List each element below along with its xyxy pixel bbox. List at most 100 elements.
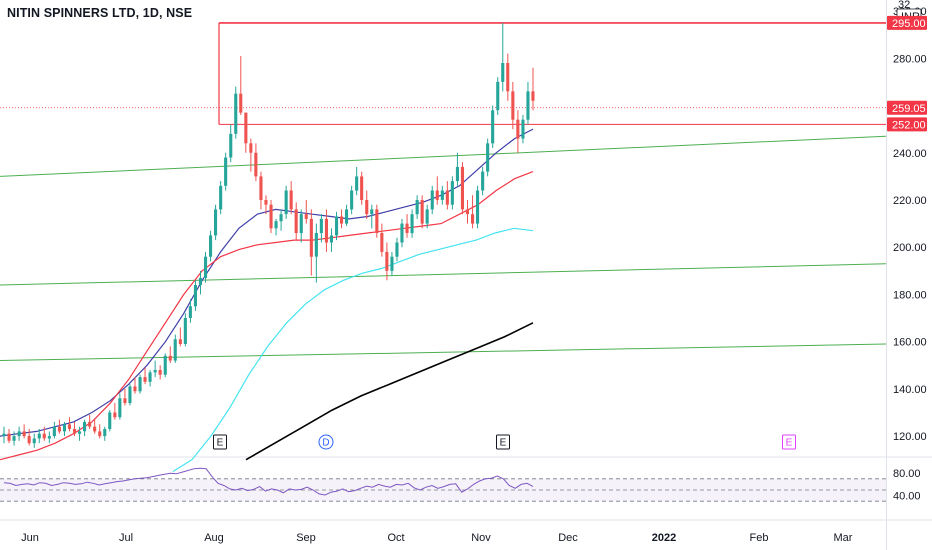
candle xyxy=(67,417,71,432)
candle xyxy=(400,218,404,248)
candle xyxy=(153,360,157,378)
candle-body xyxy=(476,190,480,224)
candle xyxy=(183,313,187,347)
candle-body xyxy=(511,91,515,120)
event-marker[interactable]: D xyxy=(318,434,334,450)
candle xyxy=(244,112,248,153)
candle-body xyxy=(481,171,485,191)
price-badge-label: 252.00 xyxy=(892,119,926,131)
candle-body xyxy=(254,152,258,177)
candle-body xyxy=(7,433,11,441)
event-marker[interactable]: E xyxy=(782,434,796,450)
candle-body xyxy=(355,176,359,191)
candle xyxy=(284,185,288,219)
price-badge xyxy=(887,117,927,132)
candle xyxy=(229,124,233,163)
candle-body xyxy=(385,251,389,271)
candle-body xyxy=(430,190,434,210)
candle xyxy=(128,384,132,406)
candle xyxy=(254,143,258,182)
candle xyxy=(491,105,495,149)
candle-body xyxy=(143,377,147,382)
candle-body xyxy=(450,181,454,205)
rsi-tick-label: 80.00 xyxy=(893,468,921,480)
candle xyxy=(249,138,253,172)
currency-top-label: 32 xyxy=(898,0,910,11)
rsi-line xyxy=(3,467,534,496)
time-tick-label: 2022 xyxy=(652,532,676,544)
candle xyxy=(12,431,16,446)
candle xyxy=(279,209,283,231)
candle-body xyxy=(138,377,142,392)
candle xyxy=(455,152,459,186)
candle-body xyxy=(198,277,202,285)
candle xyxy=(496,77,500,115)
candle xyxy=(108,410,112,432)
candle xyxy=(234,86,238,139)
candle xyxy=(390,251,394,276)
candle xyxy=(329,228,333,252)
candle-body xyxy=(57,426,61,432)
candle-body xyxy=(17,431,21,437)
candle xyxy=(365,190,369,219)
candle xyxy=(57,419,61,434)
candle xyxy=(350,185,354,215)
candle-body xyxy=(410,214,414,234)
event-marker-label: E xyxy=(500,438,507,449)
candle-body xyxy=(299,214,303,234)
time-tick-label: Dec xyxy=(558,532,578,544)
candle-body xyxy=(390,256,394,271)
candle xyxy=(465,199,469,224)
candle-body xyxy=(289,190,293,210)
candle xyxy=(370,204,374,229)
candle xyxy=(178,327,182,347)
ma20-line xyxy=(0,128,534,437)
candle xyxy=(163,353,167,378)
candle xyxy=(113,403,117,420)
candle xyxy=(42,426,46,441)
trend-middle-line xyxy=(0,263,887,286)
candle-body xyxy=(118,398,122,418)
candle-body xyxy=(314,233,318,257)
time-tick-label: Sep xyxy=(296,532,316,544)
candle-body xyxy=(239,93,243,113)
candle-body xyxy=(501,63,505,82)
candle-body xyxy=(2,433,6,437)
candle-body xyxy=(188,306,192,318)
event-marker[interactable]: E xyxy=(496,434,510,450)
candle xyxy=(37,429,41,444)
time-tick-label: Jun xyxy=(21,532,39,544)
candle xyxy=(425,204,429,229)
candle xyxy=(158,365,162,380)
candle xyxy=(62,421,66,437)
candle xyxy=(138,374,142,394)
candle xyxy=(294,202,298,241)
candle-body xyxy=(52,426,56,437)
candle xyxy=(27,429,31,446)
candle xyxy=(47,431,51,444)
candle-body xyxy=(516,119,520,139)
moving-averages xyxy=(0,128,534,473)
candle-body xyxy=(496,81,500,111)
candle-body xyxy=(400,223,404,243)
candle xyxy=(264,195,268,215)
price-tick-label: 120.00 xyxy=(893,431,927,443)
dividend-marker-circle xyxy=(318,434,334,450)
price-tick-label: 180.00 xyxy=(893,289,927,301)
time-tick-label: Mar xyxy=(834,532,853,544)
candle xyxy=(304,199,308,224)
candle-body xyxy=(294,209,298,233)
candle xyxy=(486,138,490,177)
candle-body xyxy=(365,200,369,215)
event-marker[interactable]: E xyxy=(213,434,227,450)
candle-body xyxy=(506,63,510,92)
candle-body xyxy=(249,143,253,153)
candle-body xyxy=(158,370,162,375)
candle xyxy=(460,162,464,215)
candle-body xyxy=(209,235,213,257)
price-tick-label: 140.00 xyxy=(893,384,927,396)
candle-body xyxy=(269,204,273,229)
ma100-line xyxy=(172,227,534,473)
